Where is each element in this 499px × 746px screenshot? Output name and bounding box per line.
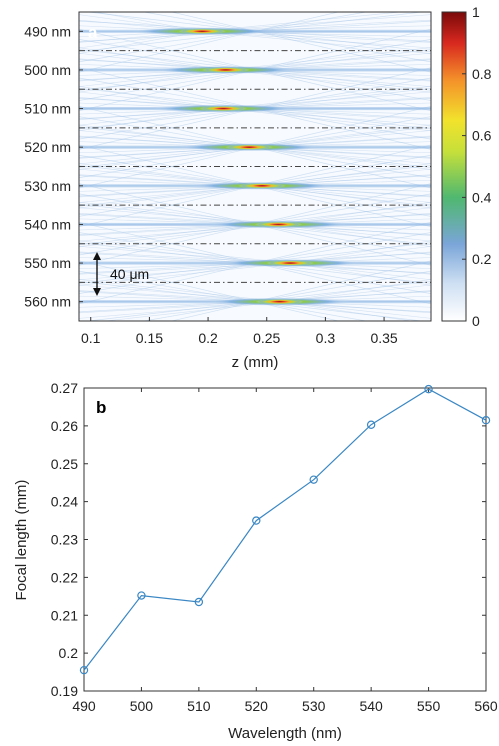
row-label: 530 nm bbox=[24, 178, 71, 194]
x-tick-label: 530 bbox=[302, 698, 326, 714]
plot-area bbox=[83, 387, 487, 692]
data-point bbox=[79, 665, 89, 675]
focal-spot bbox=[201, 67, 250, 73]
data-point bbox=[366, 420, 376, 429]
row-label: 520 nm bbox=[24, 139, 71, 155]
y-tick-label: 0.19 bbox=[51, 683, 78, 699]
heatmap-image bbox=[79, 12, 431, 321]
row-labels: 490 nm 500 nm 510 nm 520 nm 530 nm 540 nm 550 … bbox=[24, 23, 83, 310]
colorbar-tick-label: 0.6 bbox=[472, 128, 492, 144]
x-tick-label: 0.15 bbox=[136, 330, 163, 346]
data-point bbox=[137, 591, 146, 600]
x-axis-ticks: 490 500 510 520 530 540 550 560 bbox=[72, 388, 498, 714]
data-point bbox=[481, 415, 491, 425]
focal-spot bbox=[238, 183, 287, 189]
row-label: 540 nm bbox=[24, 216, 71, 232]
colorbar-tick-label: 0 bbox=[472, 313, 480, 329]
x-tick-label: 520 bbox=[245, 698, 269, 714]
row-label: 500 nm bbox=[24, 62, 71, 78]
x-tick-label: 0.25 bbox=[253, 330, 280, 346]
x-tick-label: 560 bbox=[474, 698, 498, 714]
focal-spot bbox=[199, 105, 248, 112]
heatmap-x-label: z (mm) bbox=[232, 354, 279, 371]
x-tick-label: 490 bbox=[72, 698, 96, 714]
y-tick-label: 0.2 bbox=[59, 645, 79, 661]
x-tick-label: 0.1 bbox=[81, 330, 101, 346]
panel-b-label: b bbox=[96, 398, 106, 417]
data-point bbox=[252, 516, 261, 525]
x-tick-label: 510 bbox=[187, 698, 211, 714]
series-line bbox=[83, 388, 487, 671]
data-point bbox=[309, 475, 318, 484]
x-axis-label: Wavelength (nm) bbox=[228, 725, 342, 742]
x-tick-label: 550 bbox=[417, 698, 441, 714]
series-points bbox=[79, 384, 491, 675]
focal-spot bbox=[254, 221, 303, 228]
colorbar-tick-label: 1 bbox=[472, 4, 480, 20]
panel-b: 0.19 0.2 0.21 0.22 0.23 0.24 0.25 0.26 0.27 490 5… bbox=[13, 380, 498, 742]
y-tick-label: 0.24 bbox=[51, 494, 78, 510]
x-tick-label: 0.3 bbox=[316, 330, 336, 346]
heatmap-frame bbox=[78, 11, 432, 322]
data-point bbox=[424, 384, 433, 394]
y-tick-label: 0.26 bbox=[51, 418, 78, 434]
y-tick-label: 0.23 bbox=[51, 532, 78, 548]
y-axis-label: Focal length (mm) bbox=[13, 480, 30, 601]
data-point bbox=[194, 597, 204, 607]
colorbar-tick-label: 0.8 bbox=[472, 66, 492, 82]
row-label: 560 nm bbox=[24, 294, 71, 310]
heatmap-x-ticks: 0.1 0.15 0.2 0.25 0.3 0.35 bbox=[81, 317, 398, 346]
x-tick-label: 0.35 bbox=[370, 330, 397, 346]
y-tick-label: 0.22 bbox=[51, 569, 78, 585]
x-tick-label: 540 bbox=[359, 698, 383, 714]
y-axis-ticks: 0.19 0.2 0.21 0.22 0.23 0.24 0.25 0.26 0.27 bbox=[51, 380, 486, 699]
focal-spot bbox=[225, 144, 274, 150]
row-separators bbox=[79, 50, 431, 283]
colorbar-tick-label: 0.2 bbox=[472, 251, 492, 267]
row-label: 510 nm bbox=[24, 101, 71, 117]
row-label: 550 nm bbox=[24, 255, 71, 271]
y-tick-label: 0.25 bbox=[51, 456, 78, 472]
focal-spot bbox=[255, 298, 304, 305]
row-label: 490 nm bbox=[24, 23, 71, 39]
colorbar-ticks: 0 0.2 0.4 0.6 0.8 1 bbox=[462, 4, 492, 329]
focal-spot bbox=[266, 260, 315, 266]
x-tick-label: 0.2 bbox=[198, 330, 218, 346]
focal-spot bbox=[178, 28, 227, 35]
panel-a: 490 nm 500 nm 510 nm 520 nm 530 nm 540 nm 550 … bbox=[24, 4, 492, 371]
scalebar: 40 μm bbox=[93, 252, 149, 296]
x-tick-label: 500 bbox=[130, 698, 154, 714]
panel-a-label: a bbox=[88, 23, 98, 42]
y-tick-label: 0.27 bbox=[51, 380, 78, 396]
y-tick-label: 0.21 bbox=[51, 607, 78, 623]
colorbar-tick-label: 0.4 bbox=[472, 189, 492, 205]
colorbar bbox=[441, 11, 467, 322]
scalebar-label: 40 μm bbox=[110, 266, 149, 282]
